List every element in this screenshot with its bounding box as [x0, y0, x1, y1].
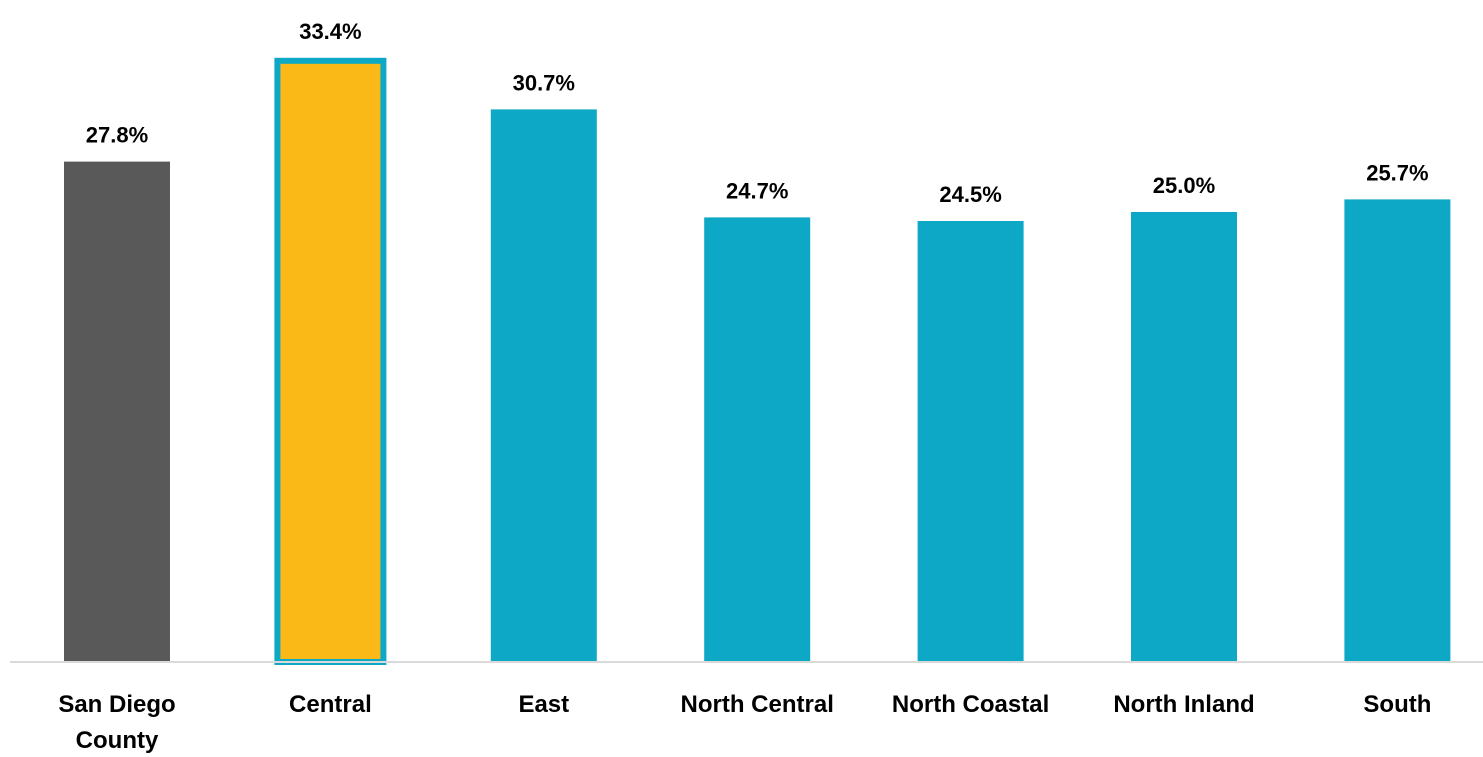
bar-north-central — [704, 217, 811, 662]
tick-label-east: East — [518, 691, 569, 718]
bar-south — [1344, 199, 1451, 662]
bars-group — [64, 57, 1451, 666]
bar-central — [274, 57, 387, 666]
value-label-east: 30.7% — [513, 70, 575, 95]
bar-north-inland — [1131, 212, 1237, 662]
bar-north-coastal — [917, 221, 1024, 662]
tick-label-south: South — [1363, 691, 1431, 718]
tick-label-north-coastal: North Coastal — [892, 691, 1049, 718]
tick-label-san-diego-county: San Diego County — [58, 691, 175, 754]
value-label-san-diego-county: 27.8% — [86, 123, 148, 148]
tick-label-north-central: North Central — [681, 691, 834, 718]
tick-labels-group: San Diego County Central East North Central N… — [58, 691, 1431, 754]
value-label-central: 33.4% — [299, 19, 361, 44]
value-label-north-inland: 25.0% — [1153, 173, 1215, 198]
tick-label-central: Central — [289, 691, 372, 718]
bar-east — [490, 109, 597, 662]
value-label-north-coastal: 24.5% — [939, 182, 1001, 207]
tick-label-north-inland: North Inland — [1113, 691, 1254, 718]
value-labels-group: 27.8% 33.4% 30.7% 24.7% 24.5% 25.0% 25.7% — [86, 19, 1429, 207]
value-label-north-central: 24.7% — [726, 178, 788, 203]
value-label-south: 25.7% — [1366, 160, 1428, 185]
bar-san-diego-county — [64, 161, 170, 662]
